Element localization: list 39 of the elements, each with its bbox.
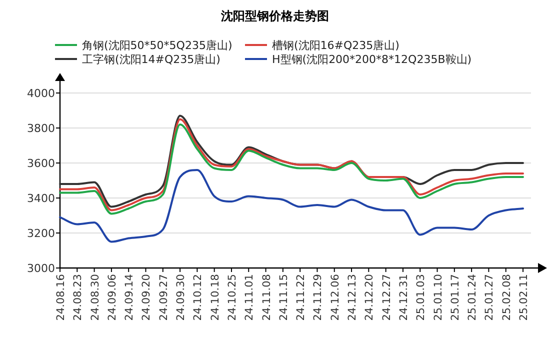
x-tick-label: 24.08.16: [55, 274, 67, 321]
x-tick-label: 24.09.20: [140, 274, 153, 321]
x-tick-label: 25.02.11: [518, 274, 530, 321]
x-tick-label: 24.11.15: [278, 274, 290, 321]
x-tick-label: 24.12.13: [346, 274, 359, 321]
legend-label: 角钢(沈阳50*50*5Q235唐山): [82, 39, 232, 52]
legend-label: 槽钢(沈阳16#Q235唐山): [272, 39, 400, 52]
x-tick-label: 24.11.01: [244, 274, 256, 321]
x-tick-label: 24.09.06: [106, 274, 118, 321]
x-tick-label: 24.08.23: [72, 274, 84, 321]
x-tick-label: 24.12.20: [364, 274, 376, 321]
x-tick-label: 24.10.25: [226, 274, 238, 321]
x-tick-label: 25.01.03: [415, 274, 428, 321]
chart-title: 沈阳型钢价格走势图: [220, 9, 329, 23]
x-tick-label: 24.12.27: [380, 274, 393, 321]
x-tick-label: 24.11.22: [295, 274, 308, 321]
x-tick-label: 24.09.27: [158, 274, 170, 321]
y-tick-label: 3200: [27, 227, 55, 240]
y-tick-label: 3600: [27, 157, 55, 170]
x-tick-label: 24.09.14: [124, 274, 136, 321]
x-tick-label: 24.11.08: [260, 274, 273, 321]
x-tick-label: 25.01.10: [432, 274, 444, 321]
y-tick-label: 3000: [27, 262, 55, 275]
y-tick-label: 4000: [27, 87, 55, 100]
x-tick-label: 24.08.30: [89, 274, 102, 321]
x-tick-label: 25.02.08: [500, 274, 513, 321]
x-tick-label: 24.12.31: [398, 274, 410, 321]
x-tick-label: 24.09.30: [175, 274, 188, 321]
x-tick-label: 25.01.27: [484, 274, 496, 321]
y-tick-label: 3400: [27, 192, 55, 205]
x-tick-label: 24.12.06: [329, 274, 342, 321]
x-tick-label: 24.11.29: [312, 274, 324, 321]
x-tick-label: 25.01.24: [466, 274, 479, 321]
legend-label: 工字钢(沈阳14#Q235唐山): [82, 53, 220, 66]
legend-label: H型钢(沈阳200*200*8*12Q235B鞍山): [272, 53, 472, 66]
x-tick-label: 24.10.18: [209, 274, 222, 321]
x-tick-label: 24.10.12: [192, 274, 204, 321]
y-tick-label: 3800: [27, 122, 55, 135]
x-tick-label: 25.01.17: [449, 274, 462, 321]
